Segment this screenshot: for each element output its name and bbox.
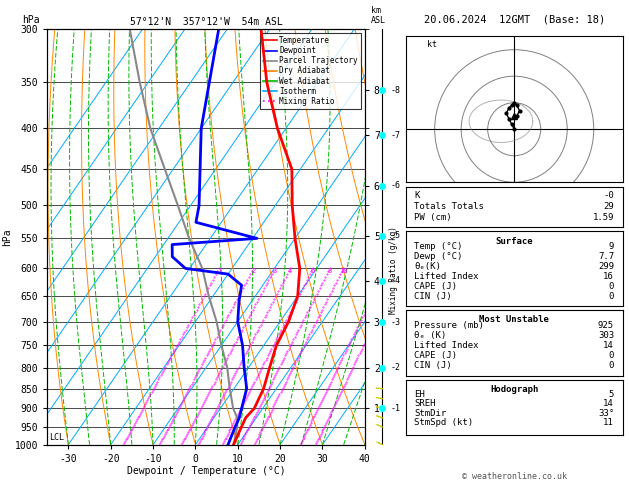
Text: -4: -4 [391, 277, 401, 285]
Y-axis label: hPa: hPa [2, 228, 12, 246]
Text: Totals Totals: Totals Totals [415, 202, 484, 211]
Text: CAPE (J): CAPE (J) [415, 350, 457, 360]
Text: 6: 6 [311, 268, 315, 275]
Text: -0: -0 [603, 191, 614, 200]
Text: CIN (J): CIN (J) [415, 361, 452, 369]
Text: Lifted Index: Lifted Index [415, 341, 479, 349]
Text: kt: kt [426, 40, 437, 49]
Text: θₑ(K): θₑ(K) [415, 262, 442, 271]
Text: Lifted Index: Lifted Index [415, 272, 479, 281]
Text: SREH: SREH [415, 399, 436, 408]
Text: 20.06.2024  12GMT  (Base: 18): 20.06.2024 12GMT (Base: 18) [423, 15, 605, 25]
Text: CAPE (J): CAPE (J) [415, 282, 457, 291]
Text: Hodograph: Hodograph [490, 385, 538, 394]
Text: 0: 0 [609, 292, 614, 301]
Text: 5: 5 [609, 390, 614, 399]
Text: Surface: Surface [496, 237, 533, 246]
Text: CIN (J): CIN (J) [415, 292, 452, 301]
Text: -8: -8 [391, 86, 401, 95]
Text: 16: 16 [603, 272, 614, 281]
Text: -1: -1 [391, 404, 401, 413]
Text: 33°: 33° [598, 409, 614, 417]
Text: 10: 10 [339, 268, 347, 275]
Text: 11: 11 [603, 418, 614, 427]
Text: -7: -7 [391, 131, 401, 140]
Text: 1.59: 1.59 [593, 213, 614, 222]
Text: 0: 0 [609, 361, 614, 369]
Text: 4: 4 [288, 268, 292, 275]
Text: Most Unstable: Most Unstable [479, 315, 549, 324]
Text: LCL: LCL [49, 433, 64, 441]
Text: © weatheronline.co.uk: © weatheronline.co.uk [462, 472, 567, 481]
Text: -6: -6 [391, 181, 401, 190]
Text: Pressure (mb): Pressure (mb) [415, 321, 484, 330]
Legend: Temperature, Dewpoint, Parcel Trajectory, Dry Adiabat, Wet Adiabat, Isotherm, Mi: Temperature, Dewpoint, Parcel Trajectory… [260, 33, 361, 109]
X-axis label: Dewpoint / Temperature (°C): Dewpoint / Temperature (°C) [126, 467, 286, 476]
Text: EH: EH [415, 390, 425, 399]
Text: StmDir: StmDir [415, 409, 447, 417]
Text: 2: 2 [251, 268, 255, 275]
Text: Dewp (°C): Dewp (°C) [415, 252, 463, 261]
Text: -2: -2 [391, 363, 401, 372]
Text: -3: -3 [391, 317, 401, 327]
Text: 0: 0 [609, 350, 614, 360]
Text: K: K [415, 191, 420, 200]
Text: 9: 9 [609, 242, 614, 251]
Text: 14: 14 [603, 341, 614, 349]
Text: Temp (°C): Temp (°C) [415, 242, 463, 251]
Text: 14: 14 [603, 399, 614, 408]
Text: 7.7: 7.7 [598, 252, 614, 261]
Text: 0: 0 [609, 282, 614, 291]
Text: PW (cm): PW (cm) [415, 213, 452, 222]
Text: 3: 3 [272, 268, 277, 275]
Text: -5: -5 [391, 231, 401, 241]
Text: θₑ (K): θₑ (K) [415, 330, 447, 340]
Text: Mixing Ratio (g/kg): Mixing Ratio (g/kg) [389, 226, 398, 314]
Text: 29: 29 [603, 202, 614, 211]
Text: 1: 1 [217, 268, 221, 275]
Text: 299: 299 [598, 262, 614, 271]
Title: 57°12'N  357°12'W  54m ASL: 57°12'N 357°12'W 54m ASL [130, 17, 282, 27]
Text: StmSpd (kt): StmSpd (kt) [415, 418, 474, 427]
Text: 303: 303 [598, 330, 614, 340]
Text: 925: 925 [598, 321, 614, 330]
Text: km
ASL: km ASL [371, 6, 386, 25]
Text: hPa: hPa [22, 15, 40, 25]
Text: 8: 8 [328, 268, 332, 275]
